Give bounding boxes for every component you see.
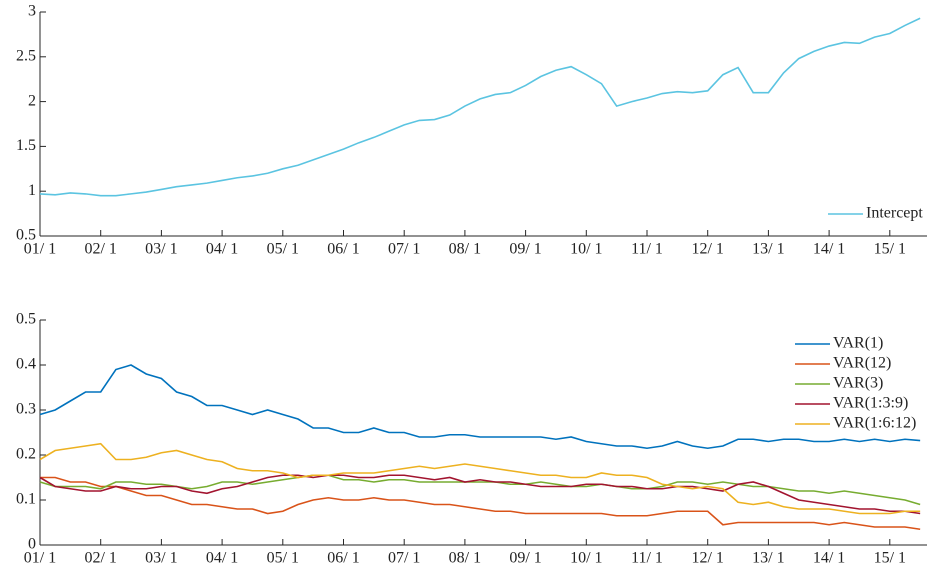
series-line	[39, 474, 921, 506]
series-line	[39, 17, 921, 197]
legend-label: VAR(1:3:9)	[833, 395, 908, 412]
x-tick-label: 02/ 1	[84, 550, 116, 567]
x-tick-label: 05/ 1	[267, 241, 299, 258]
y-tick-label: 0.4	[16, 356, 36, 373]
series-line	[39, 474, 921, 515]
x-tick-label: 05/ 1	[267, 550, 299, 567]
legend-label: Intercept	[866, 205, 923, 222]
y-tick-label: 0	[28, 536, 36, 553]
x-tick-label: 06/ 1	[327, 550, 359, 567]
y-tick-label: 2.5	[16, 47, 36, 64]
legend-label: VAR(1:6:12)	[833, 415, 916, 432]
x-tick-label: 14/ 1	[813, 241, 845, 258]
x-tick-label: 04/ 1	[206, 550, 238, 567]
legend-label: VAR(12)	[833, 355, 891, 372]
x-tick-label: 10/ 1	[570, 550, 602, 567]
x-tick-label: 11/ 1	[631, 550, 663, 567]
y-tick-label: 0.5	[16, 311, 36, 328]
x-tick-label: 09/ 1	[509, 550, 541, 567]
y-tick-label: 0.3	[16, 401, 36, 418]
y-tick-label: 3	[28, 3, 36, 20]
x-tick-label: 08/ 1	[449, 550, 481, 567]
series-line	[40, 476, 921, 531]
x-tick-label: 11/ 1	[631, 241, 663, 258]
x-tick-label: 09/ 1	[509, 241, 541, 258]
x-tick-label: 07/ 1	[388, 550, 420, 567]
y-tick-label: 1.5	[16, 137, 36, 154]
y-tick-label: 0.2	[16, 446, 36, 463]
x-tick-label: 10/ 1	[570, 241, 602, 258]
x-tick-label: 14/ 1	[813, 550, 845, 567]
x-tick-label: 15/ 1	[874, 550, 906, 567]
legend-label: VAR(1)	[833, 335, 883, 352]
x-tick-label: 12/ 1	[691, 550, 723, 567]
x-tick-label: 15/ 1	[874, 241, 906, 258]
x-tick-label: 12/ 1	[691, 241, 723, 258]
legend-label: VAR(3)	[833, 375, 883, 392]
x-tick-label: 02/ 1	[84, 241, 116, 258]
x-tick-label: 03/ 1	[145, 241, 177, 258]
x-tick-label: 07/ 1	[388, 241, 420, 258]
y-tick-label: 2	[28, 92, 36, 109]
x-tick-label: 04/ 1	[206, 241, 238, 258]
x-tick-label: 01/ 1	[24, 241, 56, 258]
x-tick-label: 13/ 1	[752, 550, 784, 567]
series-line	[39, 442, 921, 515]
x-tick-label: 01/ 1	[24, 550, 56, 567]
y-tick-label: 0.5	[16, 227, 36, 244]
x-tick-label: 13/ 1	[752, 241, 784, 258]
x-tick-label: 08/ 1	[449, 241, 481, 258]
y-tick-label: 1	[28, 182, 36, 199]
x-tick-label: 03/ 1	[145, 550, 177, 567]
y-tick-label: 0.1	[16, 491, 36, 508]
series-line	[39, 364, 921, 450]
x-tick-label: 06/ 1	[327, 241, 359, 258]
